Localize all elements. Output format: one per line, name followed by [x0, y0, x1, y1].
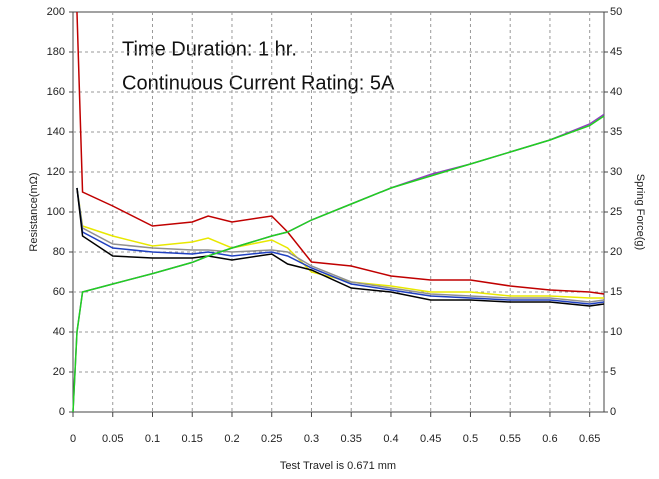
x-tick-label: 0.05 [102, 433, 123, 445]
y-tick-label: 40 [53, 326, 65, 338]
data-line [72, 115, 605, 413]
y2-tick-label: 35 [610, 126, 622, 138]
y2-tick-label: 0 [610, 406, 616, 418]
y-tick-label: 180 [47, 46, 65, 58]
y2-tick-label: 20 [610, 246, 622, 258]
annotation: Time Duration: 1 hr. [122, 38, 297, 60]
x-axis-label: Test Travel is 0.671 mm [280, 460, 396, 472]
x-tick-label: 0.2 [224, 433, 239, 445]
y2-tick-label: 15 [610, 286, 622, 298]
y-tick-label: 0 [59, 406, 65, 418]
y2-tick-label: 25 [610, 206, 622, 218]
data-line [76, 187, 605, 305]
data-line [76, 11, 605, 295]
y-tick-label: 60 [53, 286, 65, 298]
y2-tick-label: 5 [610, 366, 616, 378]
y-axis-label: Resistance(mΩ) [28, 172, 40, 251]
x-tick-label: 0.15 [182, 433, 203, 445]
y2-tick-label: 40 [610, 86, 622, 98]
x-tick-label: 0.45 [420, 433, 441, 445]
data-line [76, 187, 605, 307]
x-tick-label: 0.35 [341, 433, 362, 445]
y-tick-label: 80 [53, 246, 65, 258]
data-line [76, 187, 604, 299]
x-tick-label: 0.25 [261, 433, 282, 445]
y2-tick-label: 10 [610, 326, 622, 338]
y-tick-label: 20 [53, 366, 65, 378]
x-tick-label: 0.3 [304, 433, 319, 445]
annotation: Continuous Current Rating: 5A [122, 72, 395, 94]
x-tick-label: 0.55 [499, 433, 520, 445]
x-tick-label: 0.5 [463, 433, 478, 445]
y-tick-label: 160 [47, 86, 65, 98]
x-tick-label: 0.65 [579, 433, 600, 445]
y-tick-label: 100 [47, 206, 65, 218]
y2-tick-label: 30 [610, 166, 622, 178]
x-tick-label: 0.4 [383, 433, 398, 445]
data-line [76, 187, 605, 303]
x-tick-label: 0.6 [542, 433, 557, 445]
y2-tick-label: 45 [610, 46, 622, 58]
x-tick-label: 0 [70, 433, 76, 445]
y2-axis-label: Spring Force(g) [634, 174, 646, 250]
y2-tick-label: 50 [610, 6, 622, 18]
x-tick-label: 0.1 [145, 433, 160, 445]
y-tick-label: 200 [47, 6, 65, 18]
y-tick-label: 120 [47, 166, 65, 178]
y-tick-label: 140 [47, 126, 65, 138]
